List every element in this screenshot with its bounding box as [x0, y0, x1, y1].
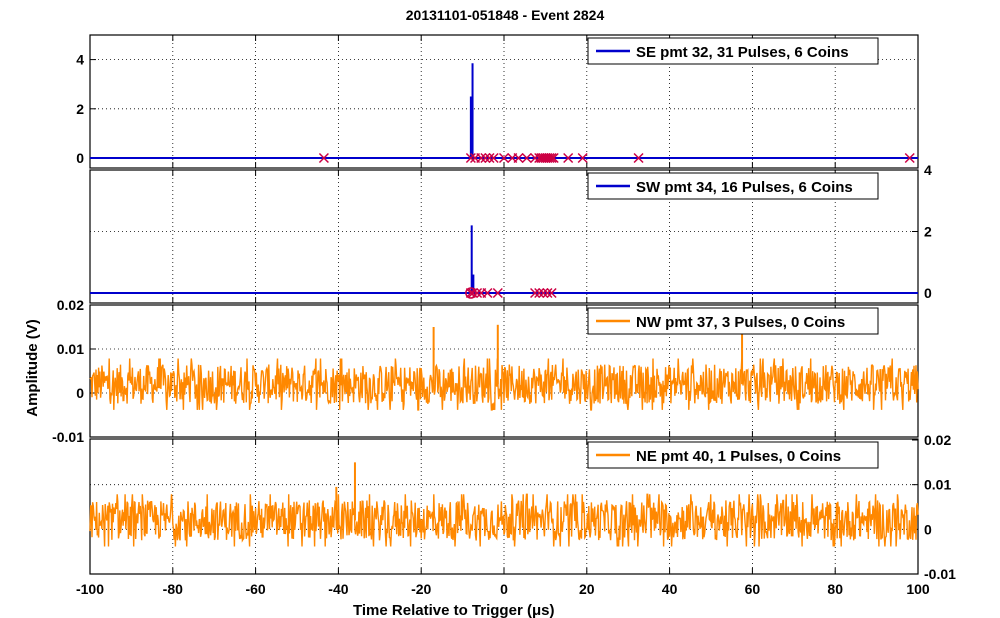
y-axis-label: Amplitude (V): [24, 319, 41, 417]
pulse-marker: [534, 287, 545, 299]
pulse-marker: [465, 152, 476, 164]
y-tick-label: 0: [76, 150, 84, 166]
series-line: [89, 493, 919, 547]
figure-title: 20131101-051848 - Event 2824: [406, 7, 605, 23]
panels-group: 0 2 4 SE pmt 32, 31 Pulses, 6 Coins 0 2 4 SW pm…: [52, 34, 956, 582]
y-tick-label: 0: [924, 285, 932, 301]
panel-se: 0 2 4 SE pmt 32, 31 Pulses, 6 Coins: [76, 34, 919, 169]
y-tick-label: 0: [76, 385, 84, 401]
panel-ne: -0.01 0 0.01 0.02 NE pmt 40, 1 Pulses, 0 Coi…: [89, 432, 956, 582]
x-tick-label: -80: [163, 581, 183, 597]
y-tick-label: -0.01: [924, 566, 956, 582]
shared-x-axis: -100 -80 -60 -40 -20 0 20 40 60 80 100: [76, 581, 930, 597]
pulse-marker: [318, 152, 329, 164]
y-tick-label: 0.01: [57, 341, 84, 357]
legend: NE pmt 40, 1 Pulses, 0 Coins: [587, 441, 879, 469]
pulse-marker: [482, 287, 493, 299]
pulse-marker: [513, 152, 524, 164]
pulse-marker: [563, 152, 574, 164]
y-tick-label: 0.02: [57, 297, 84, 313]
pulse-marker: [484, 152, 495, 164]
x-tick-label: -20: [411, 581, 431, 597]
pulse-marker: [577, 152, 588, 164]
x-tick-label: 80: [827, 581, 843, 597]
x-tick-label: -60: [245, 581, 265, 597]
pulse-marker: [480, 152, 491, 164]
y-tick-label: 0: [924, 521, 932, 537]
y-tick-label: 2: [924, 224, 932, 240]
pulse-marker: [546, 152, 557, 164]
x-tick-label: -40: [328, 581, 348, 597]
pulse-marker: [633, 152, 644, 164]
series-line: [89, 358, 919, 411]
pulse-marker: [530, 287, 541, 299]
pulse-marker: [521, 152, 532, 164]
legend-box: [587, 172, 879, 200]
legend-box: [587, 441, 879, 469]
pulse-marker: [498, 152, 510, 164]
x-axis-label: Time Relative to Trigger (μs): [353, 602, 554, 618]
legend: SE pmt 32, 31 Pulses, 6 Coins: [587, 37, 879, 65]
y-tick-label: 2: [76, 101, 84, 117]
pulse-marker: [538, 287, 549, 299]
legend-label: SE pmt 32, 31 Pulses, 6 Coins: [636, 44, 849, 61]
pulse-marker: [476, 152, 487, 164]
x-tick-label: -100: [76, 581, 104, 597]
pulse-marker: [467, 287, 478, 299]
pulse-marker: [544, 152, 555, 164]
panel-sw: 0 2 4 SW pmt 34, 16 Pulses, 6 Coins: [89, 162, 932, 304]
pulse-marker: [542, 287, 553, 299]
pulse-marker: [904, 152, 915, 164]
coincidence-marker: [465, 287, 477, 299]
x-tick-label: 100: [906, 581, 930, 597]
pulse-marker: [546, 287, 557, 299]
panel-nw: -0.01 0 0.01 0.02 NW pmt 37, 3 Pulses, 0 Coi…: [52, 297, 919, 445]
y-tick-label: 4: [76, 52, 84, 68]
x-tick-label: 0: [500, 581, 508, 597]
legend-label: NE pmt 40, 1 Pulses, 0 Coins: [636, 448, 841, 465]
legend: NW pmt 37, 3 Pulses, 0 Coins: [587, 307, 879, 335]
y-tick-label: 4: [924, 162, 932, 178]
pulse-marker: [488, 152, 499, 164]
legend-box: [587, 307, 879, 335]
y-tick-label: -0.01: [52, 429, 84, 445]
legend: SW pmt 34, 16 Pulses, 6 Coins: [587, 172, 879, 200]
pulse-marker: [492, 287, 503, 299]
x-tick-label: 20: [579, 581, 595, 597]
pulse-marker: [548, 152, 559, 164]
legend-box: [587, 37, 879, 65]
x-tick-label: 60: [745, 581, 761, 597]
y-tick-label: 0.02: [924, 432, 951, 448]
legend-label: SW pmt 34, 16 Pulses, 6 Coins: [636, 179, 853, 196]
y-tick-label: 0.01: [924, 477, 951, 493]
x-tick-label: 40: [662, 581, 678, 597]
legend-label: NW pmt 37, 3 Pulses, 0 Coins: [636, 314, 845, 331]
